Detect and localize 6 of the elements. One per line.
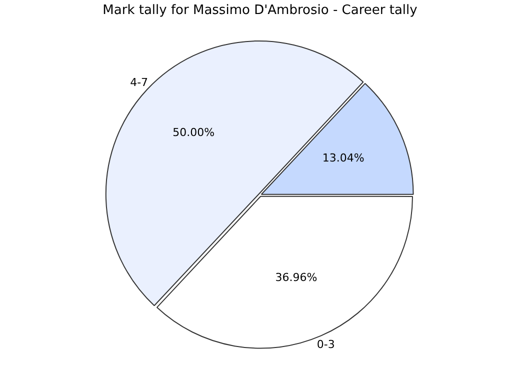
data-label: 36.96% <box>275 271 318 284</box>
slice-label: 4-7 <box>130 76 148 90</box>
chart-title: Mark tally for Massimo D'Ambrosio - Career tally <box>102 3 418 20</box>
data-label: 13.04% <box>322 152 364 165</box>
slice-label: 0-3 <box>316 338 335 351</box>
data-label: 50.00% <box>172 126 215 139</box>
